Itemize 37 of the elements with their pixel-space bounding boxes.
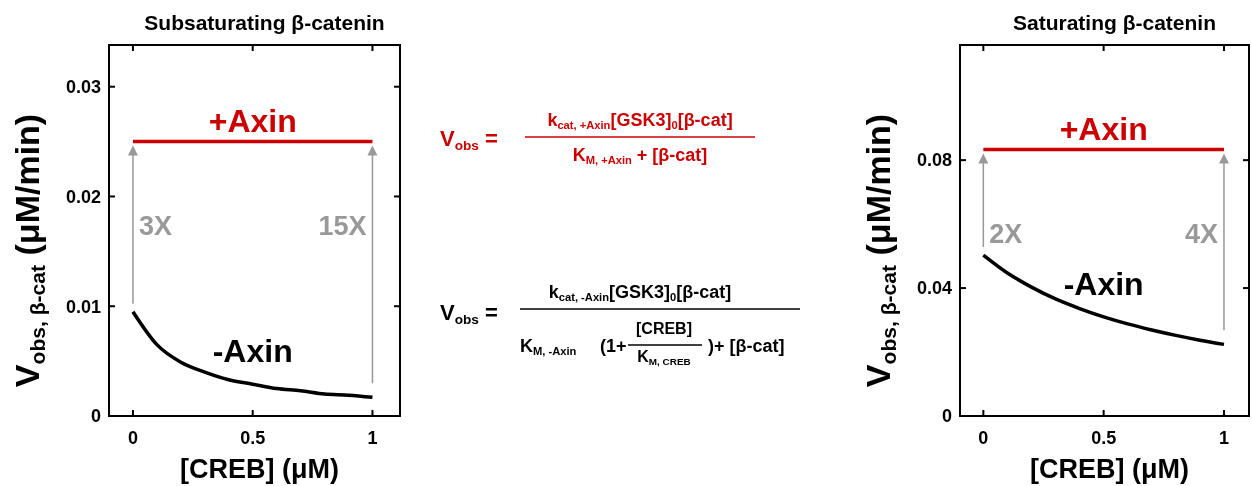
annotation: 2X [989, 219, 1023, 250]
y-tick-label: 0.08 [916, 150, 952, 171]
y-tick-label: 0 [90, 406, 101, 427]
text: k$_{cat, -Axin}$[GSK3]$_{0}$[β-cat] [548, 282, 732, 304]
y-tick-label: 0 [941, 406, 952, 427]
y-tick-label: 0.03 [65, 77, 101, 98]
line-series [131, 309, 375, 400]
series-label: -Axin [1063, 265, 1144, 302]
x-tick-label: 0.5 [240, 428, 266, 448]
annotation: 15X [318, 211, 367, 242]
chart-title: Saturating β-catenin [1012, 11, 1217, 34]
text: K$_{M, +Axin}$ + [β-cat] [572, 145, 708, 167]
text: K$_{M, -Axin}$ [520, 336, 577, 358]
x-tick-label: 1 [367, 428, 378, 448]
text: (1+ [600, 336, 627, 356]
y-tick-label: 0.01 [65, 296, 101, 317]
annotation: 3X [138, 211, 172, 242]
text: )+ [β-cat] [708, 336, 785, 356]
x-tick-label: 0.5 [1091, 428, 1117, 448]
line-series [981, 253, 1226, 347]
x-axis-title: [CREB] (μM) [180, 454, 339, 484]
series-label: +Axin [208, 102, 297, 139]
x-tick-label: 0 [127, 428, 138, 448]
text: [CREB] [636, 320, 692, 337]
series-label: -Axin [212, 333, 293, 370]
annotation: 4X [1184, 219, 1218, 250]
text: k$_{cat, +Axin}$[GSK3]$_{0}$[β-cat] [547, 110, 733, 132]
chart-title: Subsaturating β-catenin [144, 11, 385, 34]
text: K$_{M, CREB}$ [637, 348, 691, 367]
x-tick-label: 0 [978, 428, 989, 448]
x-tick-label: 1 [1218, 428, 1229, 448]
y-tick-label: 0.02 [65, 186, 101, 207]
text: V$_{obs}$ = [440, 300, 498, 328]
y-tick-label: 0.04 [916, 278, 952, 299]
x-axis-title: [CREB] (μM) [1030, 454, 1189, 484]
text: V$_{obs}$ = [440, 126, 498, 154]
series-label: +Axin [1059, 110, 1148, 147]
